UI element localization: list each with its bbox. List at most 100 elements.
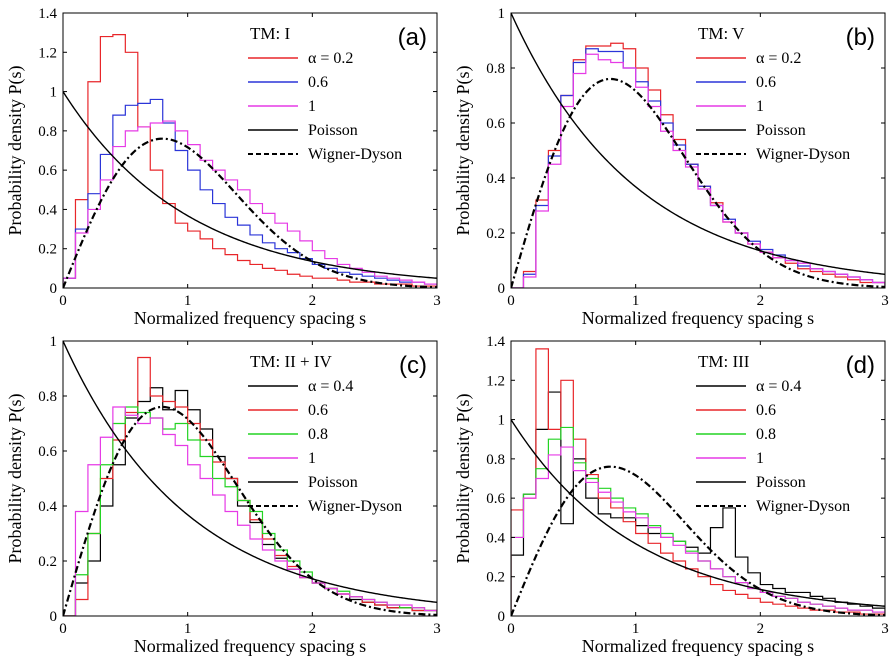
x-tick-label: 0 (507, 293, 515, 309)
panel-label: (d) (846, 352, 875, 379)
y-tick-label: 0.4 (486, 171, 505, 187)
x-tick-label: 0 (507, 621, 515, 637)
y-tick-label: 1.4 (486, 334, 505, 350)
x-tick-label: 3 (433, 293, 441, 309)
legend-entry: 0.6 (308, 74, 328, 91)
x-tick-label: 1 (632, 293, 640, 309)
legend-entry: 0.8 (308, 426, 328, 443)
y-tick-label: 1.2 (486, 373, 505, 389)
y-tick-label: 1 (50, 334, 58, 350)
legend-title: TM: V (698, 24, 745, 43)
y-axis-label: Probability density P(s) (453, 65, 474, 235)
wigner-dyson-curve (511, 77, 885, 288)
x-tick-label: 0 (59, 621, 67, 637)
plot-area (63, 341, 437, 616)
y-axis-label: Probability density P(s) (453, 393, 474, 563)
y-tick-label: 0 (50, 281, 58, 297)
wigner-dyson-curve (63, 137, 437, 288)
y-tick-label: 0.8 (38, 389, 57, 405)
y-tick-label: 1.4 (38, 6, 57, 22)
y-tick-label: 0 (498, 281, 506, 297)
y-tick-label: 0.4 (486, 530, 505, 546)
y-axis-label: Probability density P(s) (5, 65, 26, 235)
y-tick-label: 1.2 (38, 45, 57, 61)
y-tick-label: 0.8 (486, 61, 505, 77)
legend-entry: α = 0.4 (756, 378, 801, 395)
legend-title: TM: I (250, 24, 290, 43)
legend-entry: 0.6 (756, 74, 776, 91)
legend-title: TM: II + IV (250, 352, 333, 371)
histogram-series-4 (63, 406, 437, 616)
y-tick-label: 0.4 (38, 499, 57, 515)
y-tick-label: 0 (50, 609, 58, 625)
x-tick-label: 1 (184, 293, 192, 309)
histogram-series-1 (63, 34, 437, 288)
legend-entry: Poisson (308, 122, 358, 139)
legend-entry: 0.6 (756, 402, 776, 419)
wigner-dyson-curve (63, 405, 437, 616)
legend-entry: α = 0.4 (308, 378, 353, 395)
legend-entry: 1 (756, 98, 764, 115)
panel-a: 0 1 2 3 0 0.2 0.4 0.6 0.8 1 1.2 1.4 Normalized frequ… (5, 6, 441, 328)
y-tick-label: 0.6 (486, 116, 505, 132)
panel-d: 0 1 2 3 0 0.2 0.4 0.6 0.8 1 1.2 1.4 Normalized frequ… (453, 334, 889, 656)
y-tick-label: 1 (50, 85, 58, 101)
legend-entry: 0.6 (308, 402, 328, 419)
legend-entry: Poisson (756, 122, 806, 139)
axes-box (62, 340, 438, 617)
panel-label: (c) (399, 352, 427, 379)
x-tick-label: 2 (757, 621, 765, 637)
poisson-curve (63, 91, 437, 279)
x-tick-label: 3 (881, 621, 889, 637)
legend-entry: 1 (308, 98, 316, 115)
legend-entry: Wigner-Dyson (308, 146, 402, 163)
x-tick-label: 3 (433, 621, 441, 637)
x-tick-label: 3 (881, 293, 889, 309)
y-tick-label: 0.6 (486, 491, 505, 507)
y-tick-label: 0.4 (38, 202, 57, 218)
axes-box (62, 12, 438, 289)
histogram-series-4 (511, 446, 885, 616)
y-tick-label: 0.2 (486, 226, 505, 242)
legend-entry: Wigner-Dyson (756, 498, 850, 515)
plot-area (63, 34, 437, 288)
panel-label: (b) (846, 24, 875, 51)
axes-box (510, 340, 886, 617)
x-axis-label: Normalized frequency spacing s (582, 636, 814, 656)
y-axis-label: Probability density P(s) (5, 393, 26, 563)
panel-label: (a) (398, 24, 427, 51)
legend-entry: Wigner-Dyson (308, 498, 402, 515)
legend-entry: 0.8 (756, 426, 776, 443)
axes-box (510, 12, 886, 289)
legend-entry: Poisson (308, 474, 358, 491)
legend-entry: 1 (756, 450, 764, 467)
x-axis-label: Normalized frequency spacing s (134, 308, 366, 328)
histogram-series-1 (511, 391, 885, 616)
y-tick-label: 1 (498, 413, 506, 429)
y-tick-label: 1 (498, 6, 506, 22)
y-tick-label: 0 (498, 609, 506, 625)
legend-entry: α = 0.2 (308, 50, 353, 67)
wigner-dyson-curve (511, 465, 885, 616)
y-tick-label: 0.6 (38, 444, 57, 460)
y-tick-label: 0.2 (486, 570, 505, 586)
plot-area (511, 13, 885, 288)
y-tick-label: 0.8 (486, 452, 505, 468)
legend-entry: α = 0.2 (756, 50, 801, 67)
x-tick-label: 2 (309, 293, 317, 309)
y-tick-label: 0.8 (38, 124, 57, 140)
poisson-curve (511, 13, 885, 276)
x-tick-label: 1 (632, 621, 640, 637)
legend-title: TM: III (698, 352, 750, 371)
x-tick-label: 2 (309, 621, 317, 637)
histogram-series-3 (511, 426, 885, 616)
x-axis-label: Normalized frequency spacing s (582, 308, 814, 328)
x-tick-label: 2 (757, 293, 765, 309)
histogram-series-2 (63, 356, 437, 616)
x-axis-label: Normalized frequency spacing s (134, 636, 366, 656)
plot-area (511, 348, 885, 616)
histogram-series-3 (511, 53, 885, 288)
